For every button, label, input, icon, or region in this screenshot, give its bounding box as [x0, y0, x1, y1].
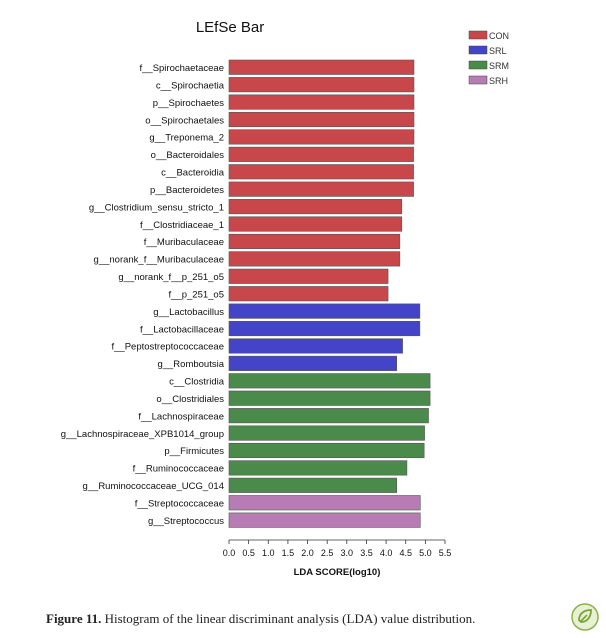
bar-f-p-251-o5 — [228, 286, 389, 302]
figure-caption-text: Histogram of the linear discriminant ana… — [101, 611, 476, 626]
x-tick-label: 0.5 — [242, 548, 255, 558]
bar-label: f__Lactobacillaceae — [140, 324, 224, 335]
legend-label-con: CON — [489, 31, 509, 41]
bar-label: o__Bacteroidales — [151, 150, 225, 161]
x-tick-label: 2.5 — [321, 548, 334, 558]
bar-c-clostridia — [228, 373, 431, 389]
bar-label: g__Streptococcus — [148, 516, 224, 527]
bar-label: g__norank_f__Muribaculaceae — [94, 255, 224, 266]
x-tick-label: 3.0 — [341, 548, 354, 558]
bar-g-romboutsia — [228, 355, 397, 371]
bar-g-lachnospiraceae-xpb1014-group — [228, 425, 425, 441]
bar-label: g__Romboutsia — [157, 359, 224, 370]
legend-label-srl: SRL — [489, 46, 507, 56]
bar-g-norank-f-p-251-o5 — [228, 268, 389, 284]
bar-g-ruminococcaceae-ucg-014 — [228, 477, 397, 493]
bar-label: o__Spirochaetales — [145, 115, 224, 126]
bar-label: g__Lachnospiraceae_XPB1014_group — [61, 429, 224, 440]
bar-label: p__Bacteroidetes — [150, 185, 224, 196]
figure-caption-label: Figure 11. — [46, 611, 102, 626]
bar-p-bacteroidetes — [228, 181, 414, 197]
bar-c-bacteroidia — [228, 164, 414, 180]
x-tick-label: 0.0 — [223, 548, 236, 558]
bar-p-spirochaetes — [228, 94, 415, 110]
bar-label: p__Firmicutes — [164, 446, 224, 457]
bar-label: g__Clostridium_sensu_stricto_1 — [89, 202, 224, 213]
bar-label: f__Streptococcaceae — [135, 499, 224, 510]
x-tick-label: 1.0 — [262, 548, 275, 558]
legend-label-srh: SRH — [489, 76, 508, 86]
bar-g-treponema-2 — [228, 129, 415, 145]
bar-g-clostridium-sensu-stricto-1 — [228, 199, 403, 215]
bar-label: f__p_251_o5 — [169, 289, 224, 300]
bar-g-streptococcus — [228, 512, 421, 528]
bar-label: f__Ruminococcaceae — [133, 464, 224, 475]
x-tick-label: 5.5 — [439, 548, 452, 558]
x-tick-label: 2.0 — [301, 548, 314, 558]
bar-f-clostridiaceae-1 — [228, 216, 403, 232]
legend-swatch-con — [468, 30, 488, 40]
x-tick-label: 4.5 — [399, 548, 412, 558]
bar-label: f__Lachnospiraceae — [138, 411, 224, 422]
bar-f-muribaculaceae — [228, 233, 401, 249]
figure-caption: Figure 11. Histogram of the linear discr… — [46, 611, 566, 627]
bar-label: p__Spirochaetes — [153, 98, 225, 109]
bar-f-spirochaetaceae — [228, 59, 415, 75]
leaf-check-icon — [571, 603, 599, 631]
x-tick-label: 1.5 — [282, 548, 295, 558]
x-tick-label: 4.0 — [380, 548, 393, 558]
bar-label: c__Spirochaetia — [156, 80, 225, 91]
lefse-bar-chart: LEfSe Bar f__Spirochaetaceae c__Spirochaet… — [61, 19, 509, 578]
legend-swatch-srl — [468, 45, 488, 55]
bar-f-lachnospiraceae — [228, 408, 429, 424]
bar-f-streptococcaceae — [228, 495, 421, 511]
legend-swatch-srm — [468, 60, 488, 70]
chart-title: LEfSe Bar — [196, 19, 264, 36]
x-axis-label: LDA SCORE(log10) — [294, 567, 381, 578]
bar-o-clostridiales — [228, 390, 431, 406]
bar-f-ruminococcaceae — [228, 460, 408, 476]
bar-o-bacteroidales — [228, 146, 414, 162]
bar-f-peptostreptococcaceae — [228, 338, 403, 354]
bar-label: f__Peptostreptococcaceae — [112, 342, 225, 353]
legend-label-srm: SRM — [489, 61, 509, 71]
bar-o-spirochaetales — [228, 111, 415, 128]
bar-c-spirochaetia — [228, 77, 415, 93]
legend-swatch-srh — [468, 75, 488, 85]
bar-label: g__norank_f__p_251_o5 — [118, 272, 224, 283]
bar-g-lactobacillus — [228, 303, 421, 319]
bar-label: f__Muribaculaceae — [144, 237, 224, 248]
bar-label: c__Bacteroidia — [161, 168, 225, 179]
bar-label: g__Lactobacillus — [153, 307, 224, 318]
bar-p-firmicutes — [228, 442, 425, 459]
bar-label: f__Clostridiaceae_1 — [140, 220, 224, 231]
bar-f-lactobacillaceae — [228, 320, 421, 337]
bar-label: f__Spirochaetaceae — [139, 63, 224, 74]
x-tick-label: 3.5 — [360, 548, 373, 558]
bar-label: c__Clostridia — [169, 377, 225, 388]
x-tick-label: 5.0 — [419, 548, 432, 558]
bar-label: o__Clostridiales — [156, 394, 224, 405]
bar-label: g__Ruminococcaceae_UCG_014 — [82, 481, 224, 492]
bar-g-norank-f-muribaculaceae — [228, 251, 401, 267]
bar-label: g__Treponema_2 — [149, 133, 224, 144]
